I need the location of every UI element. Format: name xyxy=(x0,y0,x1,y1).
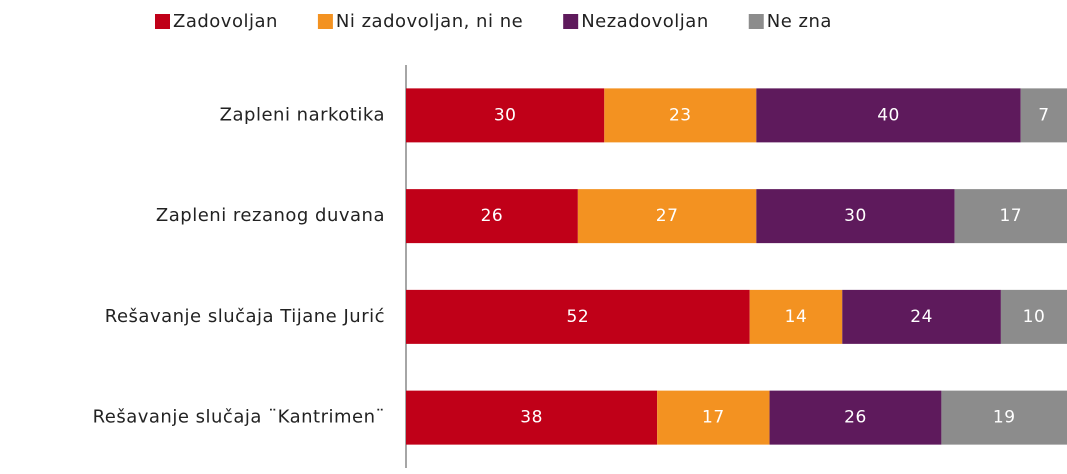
value-label: 30 xyxy=(494,105,517,125)
value-label: 27 xyxy=(656,206,679,226)
value-label: 26 xyxy=(481,206,504,226)
value-label: 19 xyxy=(993,408,1016,428)
legend-swatch xyxy=(563,14,579,29)
bar-segment xyxy=(406,189,578,244)
bar-segment xyxy=(842,289,1001,344)
value-label: 17 xyxy=(702,408,725,428)
value-label: 26 xyxy=(844,408,867,428)
bar-segment xyxy=(577,189,757,244)
category-label: Zapleni rezanog duvana xyxy=(156,205,385,226)
bar-segment xyxy=(604,88,757,143)
legend-swatch xyxy=(155,14,170,29)
bar-segment xyxy=(406,289,750,344)
value-label: 10 xyxy=(1023,307,1046,327)
legend-swatch xyxy=(748,14,764,29)
legend-swatch xyxy=(317,14,333,29)
legend-label: Ne zna xyxy=(767,11,832,32)
category-label: Zapleni narkotika xyxy=(220,104,385,125)
category-label: Rešavanje slučaja Tijane Jurić xyxy=(105,306,385,327)
bar-segment xyxy=(769,390,942,445)
value-label: 30 xyxy=(844,206,867,226)
bar-segment xyxy=(749,289,843,344)
bar-segment xyxy=(657,390,770,445)
bar-segment xyxy=(941,390,1067,445)
value-label: 24 xyxy=(910,307,933,327)
category-label: Rešavanje slučaja ¨Kantrimen¨ xyxy=(93,407,385,428)
bar-segment xyxy=(1000,289,1067,344)
value-label: 38 xyxy=(520,408,543,428)
legend-label: Nezadovoljan xyxy=(581,11,709,32)
value-label: 52 xyxy=(567,307,590,327)
value-label: 17 xyxy=(999,206,1022,226)
value-label: 23 xyxy=(669,105,692,125)
bar-segment xyxy=(756,189,955,244)
bar-segment xyxy=(406,390,658,445)
bar-segment xyxy=(1020,88,1067,143)
value-label: 14 xyxy=(785,307,808,327)
bar-segment xyxy=(954,189,1067,244)
bar-segment xyxy=(406,88,605,143)
value-label: 7 xyxy=(1038,105,1049,125)
bar-segment xyxy=(756,88,1021,143)
legend-label: Zadovoljan xyxy=(173,11,278,32)
legend-label: Ni zadovoljan, ni ne xyxy=(336,11,523,32)
value-label: 40 xyxy=(877,105,900,125)
